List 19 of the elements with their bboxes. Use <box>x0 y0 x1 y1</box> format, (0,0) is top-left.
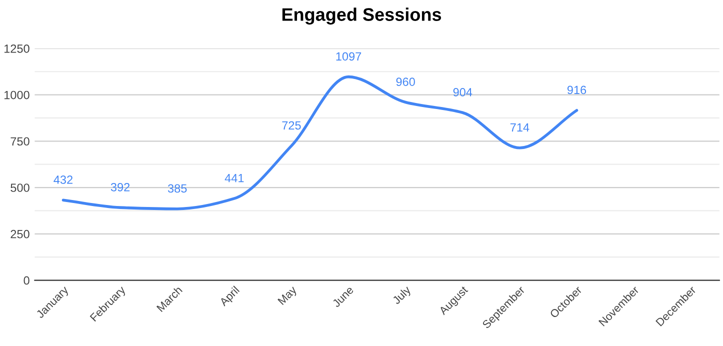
y-tick-label: 250 <box>10 230 30 238</box>
data-label: 725 <box>282 121 301 130</box>
data-label: 904 <box>453 88 472 96</box>
y-tick-label: 1250 <box>4 44 30 53</box>
y-tick-label: 750 <box>10 137 30 146</box>
data-label: 441 <box>224 174 244 182</box>
data-label: 1097 <box>336 52 362 61</box>
y-tick-label: 500 <box>10 184 30 192</box>
chart-title: Engaged Sessions <box>282 8 442 25</box>
x-tick-label: July <box>392 285 413 306</box>
data-label: 714 <box>510 123 530 132</box>
data-label: 385 <box>168 184 187 193</box>
data-label: 432 <box>54 176 72 184</box>
y-tick-label: 1000 <box>4 90 30 100</box>
data-label: 960 <box>396 78 415 86</box>
y-tick-label: 0 <box>24 276 30 285</box>
x-tick-label: May <box>278 285 299 307</box>
data-label: 392 <box>110 182 130 192</box>
data-label: 916 <box>567 86 586 94</box>
